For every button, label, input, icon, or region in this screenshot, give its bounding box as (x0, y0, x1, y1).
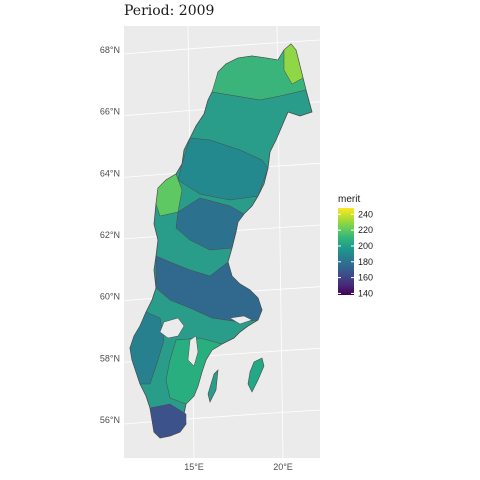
graticule-lat-line (123, 39, 321, 55)
longitude-labels: 15°E 20°E (184, 462, 293, 472)
lon-label: 15°E (184, 462, 204, 472)
lat-label: 56°N (100, 415, 120, 425)
lat-label: 68°N (100, 45, 120, 55)
region-southeast (165, 337, 223, 405)
lat-label: 64°N (100, 168, 120, 178)
graticule-lat-line (123, 409, 321, 425)
legend: merit 240 220 200 180 160 140 (338, 194, 373, 298)
legend-tick-label: 220 (358, 225, 373, 235)
legend-title: merit (338, 194, 360, 205)
legend-tick-label: 180 (358, 257, 373, 267)
legend-tick-label: 140 (358, 288, 373, 298)
island-oland (207, 369, 219, 403)
sweden-outline (129, 43, 313, 439)
region-middle (177, 137, 269, 201)
map-title: Period: 2009 (124, 3, 215, 19)
legend-tick-label: 240 (358, 209, 373, 219)
island-gotland (247, 357, 265, 393)
latitude-labels: 68°N 66°N 64°N 62°N 60°N 58°N 56°N (100, 45, 120, 425)
region-northeast-tip (283, 43, 304, 85)
lake-vanern (159, 317, 185, 339)
lat-label: 60°N (100, 292, 120, 302)
region-south-mid (155, 255, 263, 323)
region-skane (149, 403, 187, 439)
legend-tick-label: 200 (358, 241, 373, 251)
lake-malaren (229, 315, 253, 325)
legend-tick-label: 160 (358, 273, 373, 283)
lake-vattern (187, 335, 199, 367)
region-west-mid (155, 173, 183, 217)
region-west-coast (129, 311, 165, 385)
legend-colorbar (338, 208, 354, 295)
lat-label: 58°N (100, 353, 120, 363)
legend-ticks: 240 220 200 180 160 140 (338, 209, 373, 298)
lon-label: 20°E (273, 462, 293, 472)
lat-label: 66°N (100, 107, 120, 117)
region-center (175, 197, 245, 251)
lat-label: 62°N (100, 230, 120, 240)
